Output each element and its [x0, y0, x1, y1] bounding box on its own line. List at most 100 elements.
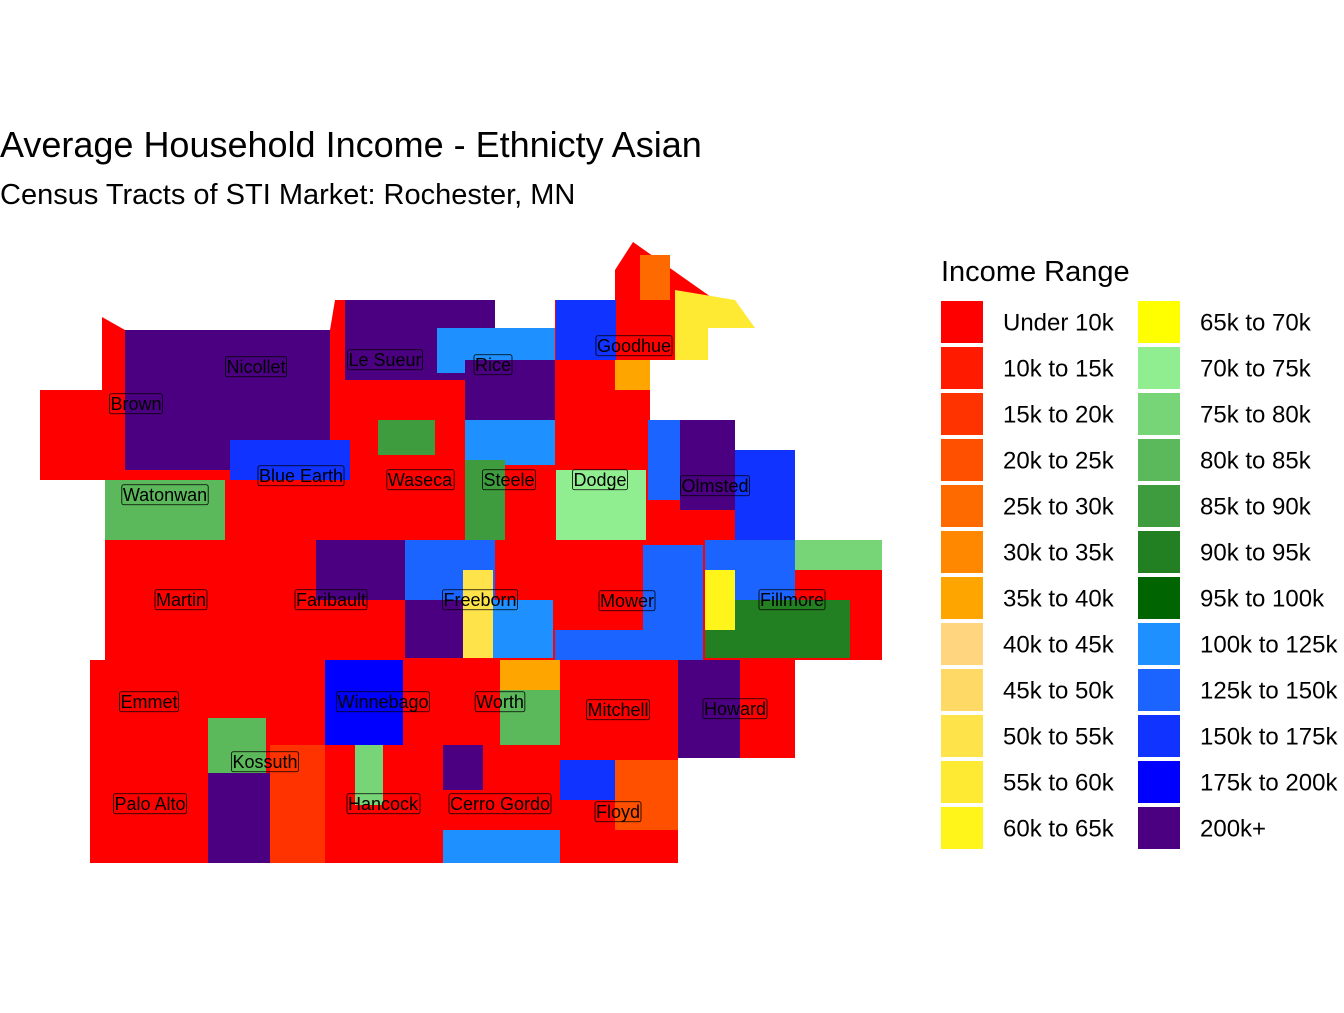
region — [735, 450, 795, 540]
legend-key — [941, 485, 983, 527]
county-label: Worth — [476, 692, 524, 712]
region — [792, 540, 882, 570]
county-label: Blue Earth — [259, 466, 343, 486]
legend-label: 55k to 60k — [1003, 769, 1115, 796]
county-label: Waseca — [388, 470, 453, 490]
county-label: Howard — [704, 699, 766, 719]
county-label-box — [680, 475, 750, 497]
legend-label: 60k to 65k — [1003, 815, 1115, 842]
legend-key — [941, 807, 983, 849]
county-label: Olmsted — [681, 476, 748, 496]
county-label: Rice — [475, 355, 511, 375]
legend-label: 50k to 55k — [1003, 723, 1115, 750]
county-label: Brown — [110, 394, 161, 414]
county-label-box — [586, 699, 650, 721]
county-label: Winnebago — [337, 692, 428, 712]
county-label: Nicollet — [226, 357, 285, 377]
county-label-box — [386, 469, 455, 491]
county-label-box — [347, 349, 423, 371]
legend-label: 45k to 50k — [1003, 677, 1115, 704]
region — [705, 570, 735, 630]
county-label-box — [119, 691, 179, 713]
county-label: Dodge — [573, 470, 626, 490]
legend-label: 90k to 95k — [1200, 539, 1312, 566]
legend-label: 150k to 175k — [1200, 723, 1338, 750]
legend-label: 10k to 15k — [1003, 355, 1115, 382]
legend-label: 35k to 40k — [1003, 585, 1115, 612]
county-label-box — [121, 484, 209, 506]
county-label: Freeborn — [443, 590, 516, 610]
legend-key — [941, 577, 983, 619]
county-label-box — [474, 691, 526, 713]
legend-key — [1138, 439, 1180, 481]
region — [678, 660, 740, 758]
region — [465, 420, 555, 465]
subtitle: Census Tracts of STI Market: Rochester, … — [0, 179, 575, 211]
legend-key — [1138, 347, 1180, 389]
county-label-box — [294, 589, 368, 611]
county-label-box — [109, 393, 163, 415]
county-label-box — [702, 698, 768, 720]
region — [500, 690, 560, 745]
legend-key — [941, 623, 983, 665]
region — [500, 660, 560, 690]
legend-key — [1138, 301, 1180, 343]
region — [208, 718, 266, 773]
county-label-box — [482, 469, 536, 491]
legend-label: 70k to 75k — [1200, 355, 1312, 382]
region — [270, 745, 325, 863]
legend-key — [941, 347, 983, 389]
region — [443, 830, 560, 863]
legend-label: 40k to 45k — [1003, 631, 1115, 658]
legend-key — [941, 439, 983, 481]
county-label-box — [442, 589, 518, 611]
county-label: Goodhue — [597, 336, 671, 356]
legend-key — [1138, 531, 1180, 573]
county-label: Palo Alto — [114, 794, 185, 814]
county-label: Kossuth — [232, 752, 297, 772]
region — [465, 360, 555, 420]
county-label-box — [257, 465, 345, 487]
county-label: Mitchell — [587, 700, 648, 720]
legend-label: 95k to 100k — [1200, 585, 1325, 612]
legend-label: 85k to 90k — [1200, 493, 1312, 520]
county-label: Mower — [600, 591, 654, 611]
county-label: Faribault — [296, 590, 366, 610]
legend-key — [1138, 761, 1180, 803]
legend-label: Under 10k — [1003, 309, 1115, 336]
legend-label: 20k to 25k — [1003, 447, 1115, 474]
county-labels: Nicollet Le Sueur Rice Goodhue Brown Blu… — [109, 335, 826, 823]
region — [680, 420, 735, 510]
legend-key — [1138, 715, 1180, 757]
legend-key — [941, 393, 983, 435]
legend-key — [1138, 485, 1180, 527]
legend-label: 125k to 150k — [1200, 677, 1338, 704]
county-label: Watonwan — [123, 485, 207, 505]
region — [230, 440, 350, 480]
legend-key — [941, 761, 983, 803]
region — [560, 760, 615, 800]
county-label-box — [231, 751, 299, 773]
title: Average Household Income - Ethnicty Asia… — [0, 124, 702, 165]
county-label: Fillmore — [760, 590, 824, 610]
legend-title: Income Range — [941, 256, 1130, 288]
county-label-box — [225, 356, 287, 378]
region — [675, 290, 755, 360]
county-label-box — [336, 691, 430, 713]
legend-key — [1138, 393, 1180, 435]
county-label: Steele — [483, 470, 534, 490]
region — [643, 545, 703, 630]
legend-key — [1138, 807, 1180, 849]
region — [355, 745, 383, 805]
legend-label: 30k to 35k — [1003, 539, 1115, 566]
region — [378, 420, 435, 455]
county-label: Hancock — [348, 794, 419, 814]
region — [640, 255, 670, 300]
map — [40, 242, 882, 863]
legend: Under 10k 10k to 15k 15k to 20k 20k to 25k 2… — [941, 301, 1338, 849]
legend-key — [941, 531, 983, 573]
county-label-box — [473, 354, 513, 376]
region — [465, 460, 505, 540]
county-label: Floyd — [596, 802, 640, 822]
